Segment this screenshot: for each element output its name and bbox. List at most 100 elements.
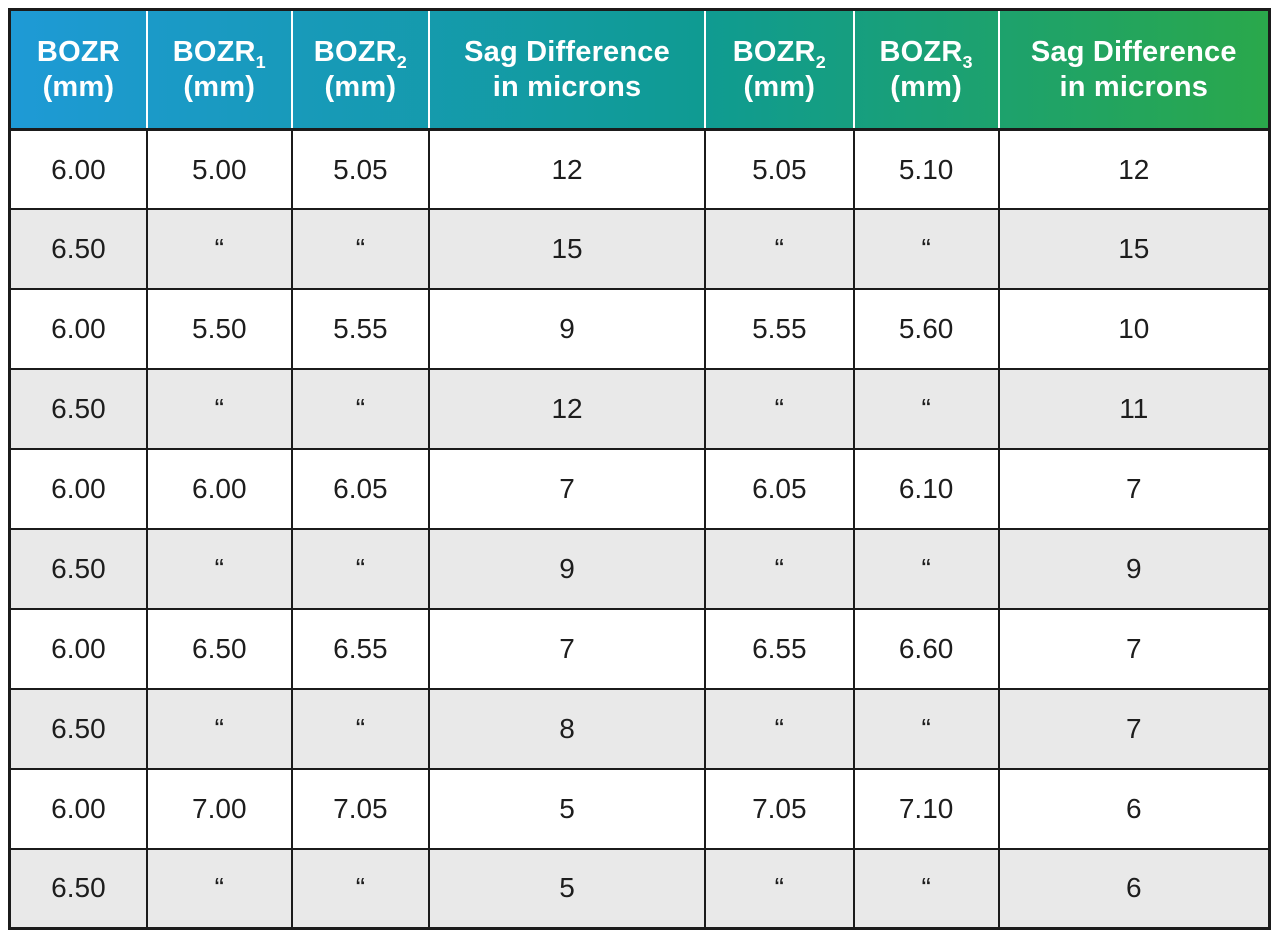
table-cell: 7 — [428, 607, 706, 690]
table-cell: 12 — [428, 128, 706, 211]
table-cell: 12 — [997, 128, 1271, 211]
table-cell: 6.50 — [8, 687, 148, 770]
column-header-subscript: 2 — [396, 52, 407, 73]
table-cell: 6.10 — [852, 448, 1000, 530]
table-row: 6.00 5.00 5.05 12 5.05 5.10 12 — [8, 128, 1271, 211]
table-cell: 7.05 — [703, 767, 855, 850]
table-cell: “ — [145, 687, 293, 770]
sag-difference-table: BOZR (mm) BOZR1 (mm) BOZR2 (mm) Sag Difference… — [8, 8, 1271, 930]
table-cell: “ — [852, 208, 1000, 291]
table-cell: 6.60 — [852, 607, 1000, 690]
table-cell: 7.10 — [852, 767, 1000, 850]
table-cell: 9 — [428, 527, 706, 610]
table-cell: 6.50 — [8, 847, 148, 930]
column-header-subscript: 2 — [815, 52, 826, 73]
column-header-label: BOZR2 — [313, 36, 407, 73]
table-cell: 6 — [997, 847, 1271, 930]
table-body: 6.00 5.00 5.05 12 5.05 5.10 12 6.50 ““15 ““15 6.00… — [8, 128, 1271, 930]
column-header-2: BOZR1 (mm) — [145, 9, 292, 131]
table-row: 6.00 7.00 7.05 5 7.05 7.10 6 — [8, 767, 1271, 850]
table-row: 6.00 6.50 6.55 7 6.55 6.60 7 — [8, 607, 1271, 690]
table-cell: 6.50 — [8, 527, 148, 610]
table-cell: “ — [290, 847, 431, 930]
table-cell: “ — [703, 847, 855, 930]
table-cell: “ — [703, 208, 855, 291]
table-cell: 5 — [428, 847, 706, 930]
table-cell: 6.50 — [8, 208, 148, 291]
table-cell: 6.55 — [703, 607, 855, 690]
table-cell: “ — [145, 847, 293, 930]
table-cell: 5 — [428, 767, 706, 850]
table-cell: “ — [290, 208, 431, 291]
column-header-label: BOZR1 — [172, 36, 266, 73]
table-cell: 6.50 — [145, 607, 293, 690]
table-cell: 7 — [997, 687, 1271, 770]
column-header-label: BOZR — [36, 36, 120, 69]
table-cell: 9 — [997, 527, 1271, 610]
table-row: 6.50 ““12 ““11 — [8, 368, 1271, 451]
table-cell: 7.00 — [145, 767, 293, 850]
table-header: BOZR (mm) BOZR1 (mm) BOZR2 (mm) Sag Difference… — [9, 9, 1270, 131]
column-header-subscript: 3 — [962, 52, 973, 73]
table-cell: “ — [703, 368, 855, 451]
table-row: 6.50 ““8 ““7 — [8, 687, 1271, 770]
table-cell: “ — [703, 527, 855, 610]
table-cell: “ — [290, 368, 431, 451]
column-header-unit: (mm) — [183, 70, 256, 103]
table-cell: “ — [852, 847, 1000, 930]
table-cell: “ — [145, 368, 293, 451]
column-header-label: BOZR2 — [732, 36, 826, 73]
table-cell: 7.05 — [290, 767, 431, 850]
table-cell: 11 — [997, 368, 1271, 451]
table-cell: 5.05 — [703, 128, 855, 211]
table-row: 6.50 ““9 ““9 — [8, 527, 1271, 610]
table-cell: 7 — [997, 607, 1271, 690]
column-header-unit: (mm) — [743, 70, 816, 103]
header-row: BOZR (mm) BOZR1 (mm) BOZR2 (mm) Sag Difference… — [9, 9, 1270, 131]
table-cell: 5.60 — [852, 288, 1000, 371]
column-header-4: Sag Difference in microns — [428, 9, 705, 131]
table-cell: 5.00 — [145, 128, 293, 211]
column-header-unit: (mm) — [324, 70, 397, 103]
table-cell: 8 — [428, 687, 706, 770]
table-cell: 15 — [997, 208, 1271, 291]
column-header-7: Sag Difference in microns — [997, 9, 1270, 131]
table-cell: 6.05 — [290, 448, 431, 530]
table-cell: 5.55 — [703, 288, 855, 371]
column-header-1: BOZR (mm) — [9, 9, 147, 131]
table-cell: 6.00 — [8, 128, 148, 211]
table-cell: 5.50 — [145, 288, 293, 371]
table-cell: 6.00 — [8, 448, 148, 530]
table-cell: “ — [290, 527, 431, 610]
table-cell: “ — [145, 527, 293, 610]
table-cell: “ — [290, 687, 431, 770]
table-cell: 10 — [997, 288, 1271, 371]
column-header-unit: in microns — [1059, 70, 1209, 103]
column-header-unit: (mm) — [890, 70, 962, 103]
column-header-subscript: 1 — [255, 52, 266, 73]
table-row: 6.50 ““5 ““6 — [8, 847, 1271, 930]
table-cell: 6.05 — [703, 448, 855, 530]
table-cell: 6.00 — [8, 288, 148, 371]
column-header-6: BOZR3 (mm) — [852, 9, 999, 131]
table-row: 6.50 ““15 ““15 — [8, 208, 1271, 291]
table-cell: 7 — [428, 448, 706, 530]
column-header-unit: (mm) — [42, 70, 115, 103]
table-cell: 6.55 — [290, 607, 431, 690]
table-cell: 15 — [428, 208, 706, 291]
table-cell: 12 — [428, 368, 706, 451]
column-header-unit: in microns — [492, 70, 642, 103]
table-cell: 6.50 — [8, 368, 148, 451]
table-cell: “ — [703, 687, 855, 770]
table-cell: 6 — [997, 767, 1271, 850]
column-header-label: BOZR3 — [879, 36, 973, 73]
table-cell: 6.00 — [145, 448, 293, 530]
table-cell: “ — [145, 208, 293, 291]
column-header-3: BOZR2 (mm) — [290, 9, 430, 131]
table-cell: “ — [852, 527, 1000, 610]
table-cell: 9 — [428, 288, 706, 371]
table-cell: 6.00 — [8, 607, 148, 690]
table-cell: “ — [852, 687, 1000, 770]
table-cell: 5.05 — [290, 128, 431, 211]
